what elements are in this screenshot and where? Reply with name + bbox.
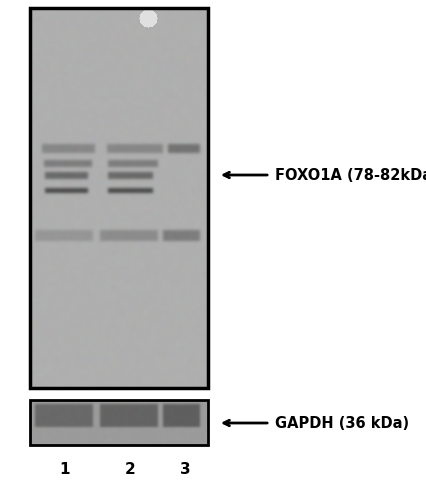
Text: FOXO1A (78-82kDa): FOXO1A (78-82kDa) [275,168,426,183]
Text: 2: 2 [125,462,135,478]
Bar [30,400,208,445]
Text: 1: 1 [60,462,70,478]
Text: GAPDH (36 kDa): GAPDH (36 kDa) [275,416,409,431]
Bar [30,8,208,388]
Text: 3: 3 [180,462,190,478]
